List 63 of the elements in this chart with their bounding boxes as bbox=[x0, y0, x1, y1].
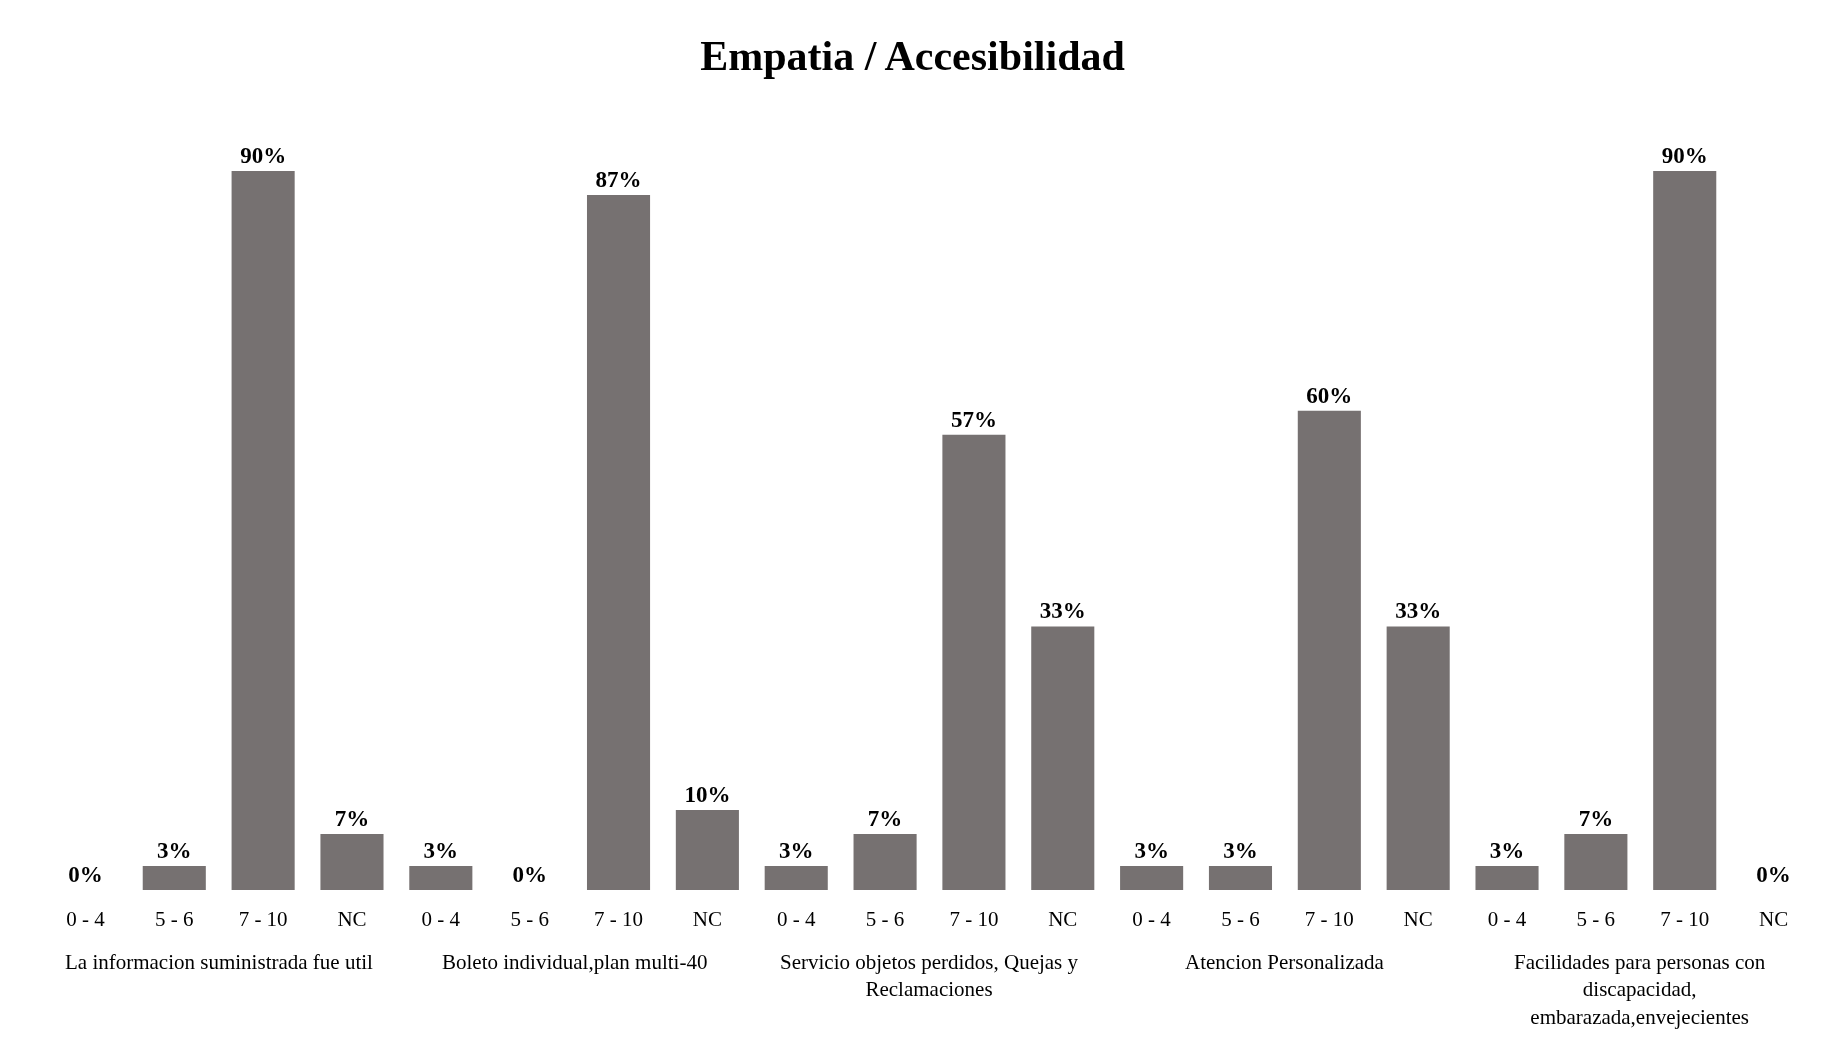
data-label: 57% bbox=[950, 406, 997, 432]
bar bbox=[1386, 626, 1450, 890]
data-label: 33% bbox=[1395, 598, 1442, 624]
x-tick-label: 7 - 10 bbox=[594, 907, 644, 931]
data-label: 3% bbox=[157, 838, 192, 864]
data-label: 90% bbox=[240, 143, 287, 169]
data-label: 0% bbox=[1756, 862, 1791, 887]
data-label: 3% bbox=[778, 838, 814, 864]
data-label: 10% bbox=[684, 782, 731, 808]
x-tick-label: 7 - 10 bbox=[238, 907, 288, 931]
bar bbox=[1475, 866, 1539, 890]
x-tick-label: 5 - 6 bbox=[1221, 907, 1260, 931]
x-tick-label: NC bbox=[337, 907, 367, 931]
x-tick-label: NC bbox=[1048, 907, 1078, 931]
x-tick-label: NC bbox=[1758, 907, 1789, 931]
data-label: 7% bbox=[867, 806, 903, 832]
chart-title: Empatia / Accesibilidad bbox=[700, 32, 1125, 79]
bar bbox=[1297, 410, 1361, 890]
x-tick-label: 0 - 4 bbox=[1132, 907, 1172, 931]
data-label: 3% bbox=[1223, 838, 1258, 864]
x-tick-label: NC bbox=[692, 907, 722, 931]
data-label: 3% bbox=[1489, 838, 1525, 864]
data-label: 7% bbox=[334, 806, 370, 832]
x-tick-label: 7 - 10 bbox=[949, 907, 999, 931]
bar bbox=[142, 866, 206, 890]
bar bbox=[586, 195, 651, 890]
bar bbox=[1120, 866, 1184, 890]
x-tick-label: NC bbox=[1403, 907, 1433, 931]
data-label: 3% bbox=[423, 838, 459, 864]
data-label: 7% bbox=[1578, 806, 1614, 832]
data-label: 33% bbox=[1039, 598, 1086, 624]
x-tick-label: 5 - 6 bbox=[1576, 907, 1616, 931]
x-tick-label: 0 - 4 bbox=[66, 907, 106, 931]
bar bbox=[853, 834, 917, 890]
x-tick-label: 5 - 6 bbox=[865, 907, 905, 931]
bar bbox=[1653, 171, 1717, 890]
x-tick-label: 0 - 4 bbox=[776, 907, 816, 931]
text: Boleto individual,plan multi-40 bbox=[442, 950, 708, 974]
bar bbox=[231, 171, 295, 890]
text: La informacion suministrada fue util bbox=[65, 950, 374, 974]
bar bbox=[1564, 834, 1628, 890]
data-label: 90% bbox=[1661, 143, 1708, 169]
x-tick-label: 0 - 4 bbox=[1487, 907, 1527, 931]
bar bbox=[409, 866, 473, 890]
text: Servicio objetos perdidos, Quejas y Reclamaciones bbox=[780, 950, 1079, 1002]
bar bbox=[764, 866, 828, 890]
text: Facilidades para personas con discapacidad, embarazada,envejecientes bbox=[1514, 950, 1766, 1029]
bar bbox=[320, 834, 384, 890]
data-label: 87% bbox=[595, 167, 642, 193]
data-label: 3% bbox=[1134, 838, 1169, 864]
x-tick-label: 0 - 4 bbox=[421, 907, 461, 931]
data-label: 60% bbox=[1306, 382, 1353, 408]
bar bbox=[675, 810, 739, 890]
data-label: 0% bbox=[68, 862, 103, 887]
bar bbox=[1031, 626, 1095, 890]
bar bbox=[1208, 866, 1273, 890]
x-tick-label: 5 - 6 bbox=[510, 907, 549, 931]
x-tick-label: 7 - 10 bbox=[1660, 907, 1710, 931]
data-label: 0% bbox=[512, 862, 547, 887]
bar bbox=[942, 434, 1006, 890]
x-tick-label: 5 - 6 bbox=[155, 907, 194, 931]
text: Atencion Personalizada bbox=[1185, 950, 1385, 974]
x-tick-label: 7 - 10 bbox=[1304, 907, 1354, 931]
